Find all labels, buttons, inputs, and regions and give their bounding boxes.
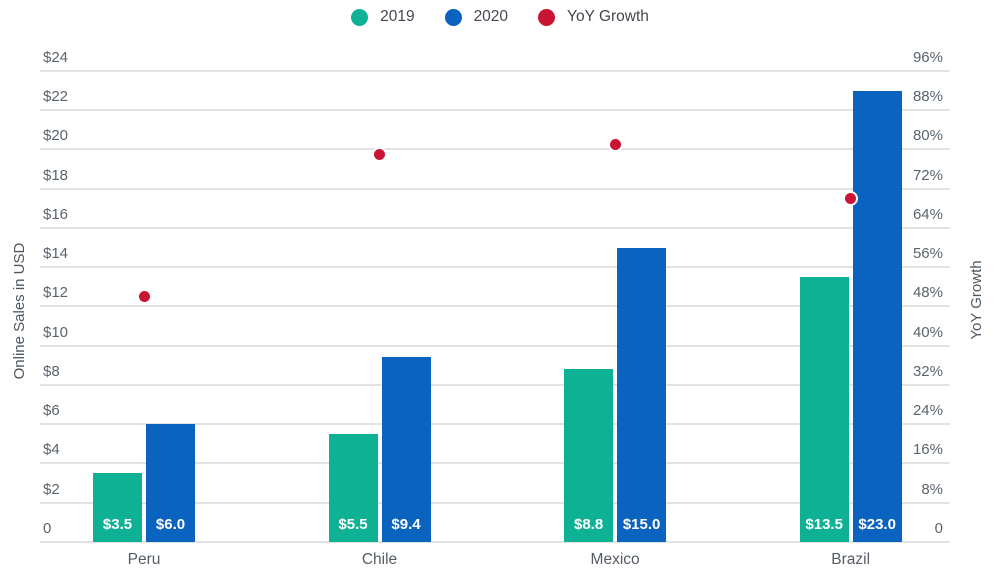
category-label-mexico: Mexico: [590, 551, 640, 568]
bar-2019-peru[interactable]: [93, 473, 142, 542]
yoy-growth-dot-brazil[interactable]: [843, 190, 859, 206]
yoy-growth-dot-mexico[interactable]: [607, 137, 623, 152]
right-axis-tick: 32%: [912, 362, 943, 380]
category-label-peru: Peru: [127, 551, 161, 568]
right-axis-tick: 80%: [912, 127, 943, 145]
left-axis-tick: $12: [43, 284, 69, 302]
right-axis-tick: 96%: [912, 48, 943, 66]
gridline: [40, 109, 950, 112]
left-axis-tick: $8: [43, 362, 60, 380]
bar-2020-peru[interactable]: [146, 424, 195, 542]
category-label-chile: Chile: [361, 551, 398, 568]
right-axis-title: YoY Growth: [968, 260, 985, 340]
gridline: [40, 187, 950, 190]
bar-2020-mexico[interactable]: [617, 247, 667, 542]
right-axis-tick: 64%: [912, 205, 943, 223]
gridline: [40, 541, 950, 543]
left-axis-tick: $10: [43, 323, 69, 341]
right-axis-tick: 48%: [912, 284, 943, 302]
legend-swatch-yoy-growth: [538, 8, 556, 26]
bar-2019-mexico[interactable]: [564, 369, 614, 542]
bar-value-label: $13.5: [805, 516, 843, 533]
left-axis-tick: $4: [43, 441, 60, 459]
right-axis-tick: 72%: [912, 166, 943, 184]
gridline: [40, 266, 950, 269]
left-axis-tick: $6: [43, 402, 60, 420]
left-axis-tick: $18: [43, 166, 69, 184]
right-axis-tick: 16%: [912, 441, 943, 459]
legend-swatch-2019: [351, 8, 369, 26]
left-axis-tick: $14: [43, 245, 69, 263]
bar-2019-brazil[interactable]: [799, 277, 849, 542]
left-axis-tick: $2: [43, 480, 60, 498]
left-axis-tick: $20: [43, 127, 69, 145]
right-axis-tick: 24%: [912, 402, 943, 420]
legend-label: YoY Growth: [567, 8, 649, 25]
gridline: [40, 423, 950, 426]
bar-value-label: $6.0: [155, 516, 186, 533]
bar-value-label: $8.8: [573, 516, 604, 533]
gridline: [40, 69, 950, 72]
legend-item-2019[interactable]: 2019: [351, 8, 415, 26]
legend-label: 2019: [380, 8, 415, 25]
gridline: [40, 344, 950, 347]
left-axis-tick: $16: [43, 205, 69, 223]
bar-2020-brazil[interactable]: [852, 90, 902, 542]
legend-item-2020[interactable]: 2020: [444, 8, 509, 26]
yoy-growth-dot-peru[interactable]: [136, 289, 152, 305]
legend-item-yoy-growth[interactable]: YoY Growth: [538, 8, 649, 26]
legend: 2019 2020 YoY Growth: [0, 8, 1000, 26]
bar-2020-chile[interactable]: [381, 357, 431, 542]
legend-swatch-2020: [444, 8, 462, 26]
left-axis-tick: $24: [43, 48, 69, 66]
left-axis-tick: 0: [43, 520, 52, 537]
bar-value-label: $5.5: [338, 516, 368, 533]
gridline: [40, 462, 950, 465]
left-axis-title: Online Sales in USD: [11, 242, 28, 380]
legend-label: 2020: [473, 8, 509, 25]
yoy-growth-dot-chile[interactable]: [372, 146, 387, 162]
category-label-brazil: Brazil: [831, 551, 871, 568]
bar-value-label: $3.5: [102, 516, 133, 533]
gridline: [40, 501, 950, 504]
right-axis-tick: 40%: [912, 323, 943, 341]
right-axis-tick: 8%: [921, 480, 943, 498]
right-axis-tick: 0: [934, 520, 943, 537]
gridline: [40, 148, 950, 151]
gridline: [40, 383, 950, 386]
right-axis-tick: 56%: [912, 245, 943, 263]
bar-2019-chile[interactable]: [328, 434, 378, 542]
bar-value-label: $9.4: [391, 516, 421, 533]
left-axis-tick: $22: [43, 88, 69, 106]
bar-value-label: $15.0: [622, 516, 661, 533]
gridline: [40, 305, 950, 308]
right-axis-tick: 88%: [912, 88, 943, 106]
bar-value-label: $23.0: [858, 516, 896, 533]
gridline: [40, 226, 950, 229]
